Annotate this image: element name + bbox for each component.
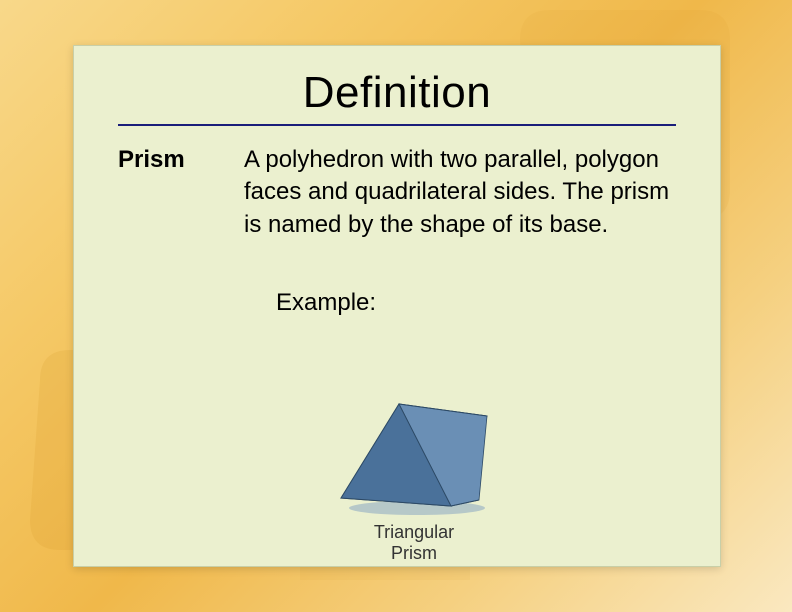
card-title: Definition — [118, 68, 676, 118]
term-label: Prism — [118, 144, 208, 174]
example-label: Example: — [276, 289, 676, 317]
definition-row: Prism A polyhedron with two parallel, po… — [118, 144, 676, 241]
title-rule — [118, 124, 676, 126]
example-figure: Triangular Prism — [319, 396, 509, 563]
triangular-prism-icon — [329, 396, 499, 516]
definition-card: Definition Prism A polyhedron with two p… — [73, 45, 721, 567]
caption-line-2: Prism — [391, 543, 437, 563]
caption-line-1: Triangular — [374, 522, 454, 542]
figure-caption: Triangular Prism — [319, 522, 509, 563]
definition-text: A polyhedron with two parallel, polygon … — [244, 144, 674, 241]
